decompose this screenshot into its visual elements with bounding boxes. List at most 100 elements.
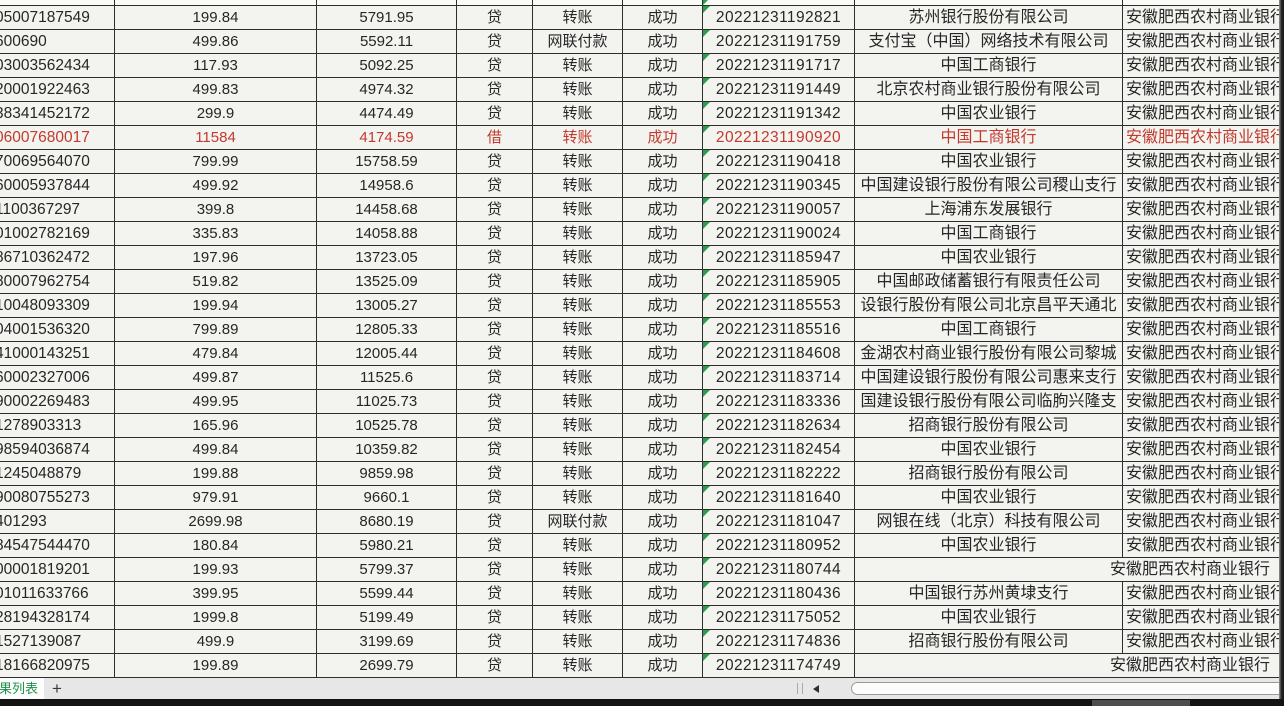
cell-counterparty-bank[interactable]: 苏州银行股份有限公司	[855, 6, 1123, 29]
cell-counterparty-bank[interactable]: 上海浦东发展银行	[855, 198, 1123, 221]
cell-balance[interactable]: 10359.82	[317, 438, 457, 461]
cell-method[interactable]: 转账	[533, 606, 623, 629]
cell-balance[interactable]: 4474.49	[317, 102, 457, 125]
cell-timestamp[interactable]: 20221231174749	[703, 654, 855, 677]
cell-holder-bank[interactable]: 安徽肥西农村商业银行	[1126, 489, 1284, 506]
cell-counterparty-bank[interactable]: 设银行股份有限公司北京昌平天通北	[855, 294, 1123, 317]
cell-holder-bank[interactable]: 安徽肥西农村商业银行	[1126, 345, 1284, 362]
cell-account[interactable]: 10048093309	[0, 294, 115, 317]
cell-timestamp[interactable]: 20221231182454	[703, 438, 855, 461]
cell-amount[interactable]: 979.91	[115, 486, 317, 509]
cell-direction[interactable]: 贷	[457, 102, 533, 125]
cell-balance[interactable]: 5791.95	[317, 6, 457, 29]
cell-counterparty-bank[interactable]: 中国工商银行	[855, 318, 1123, 341]
cell-counterparty-bank[interactable]	[855, 558, 1123, 581]
cell-holder-bank[interactable]: 安徽肥西农村商业银行	[1126, 417, 1284, 434]
cell-holder-bank[interactable]: 安徽肥西农村商业银行	[1126, 177, 1284, 194]
cell-status[interactable]: 成功	[623, 30, 703, 53]
cell-amount[interactable]: 399.95	[115, 582, 317, 605]
cell-timestamp[interactable]: 20221231191449	[703, 78, 855, 101]
cell-counterparty-bank[interactable]: 中国工商银行	[855, 126, 1123, 149]
cell-direction[interactable]: 贷	[457, 606, 533, 629]
cell-amount[interactable]: 499.95	[115, 390, 317, 413]
cell-status[interactable]: 成功	[623, 342, 703, 365]
cell-holder-bank[interactable]: 安徽肥西农村商业银行	[1126, 33, 1284, 50]
cell-method[interactable]: 转账	[533, 390, 623, 413]
cell-direction[interactable]: 贷	[457, 54, 533, 77]
cell-holder-bank[interactable]: 安徽肥西农村商业银行	[1126, 153, 1284, 170]
cell-direction[interactable]: 贷	[457, 246, 533, 269]
cell-direction[interactable]: 贷	[457, 294, 533, 317]
cell-holder-bank[interactable]: 安徽肥西农村商业银行	[1126, 609, 1284, 626]
cell-direction[interactable]: 贷	[457, 438, 533, 461]
cell-account[interactable]: 98594036874	[0, 438, 115, 461]
cell-timestamp[interactable]: 20221231185947	[703, 246, 855, 269]
cell-amount[interactable]: 165.96	[115, 414, 317, 437]
cell-holder-bank[interactable]: 安徽肥西农村商业银行	[1126, 273, 1284, 290]
cell-method[interactable]: 转账	[533, 54, 623, 77]
cell-balance[interactable]: 11025.73	[317, 390, 457, 413]
cell-holder-bank[interactable]: 安徽肥西农村商业银行	[1126, 441, 1284, 458]
cell-method[interactable]: 转账	[533, 150, 623, 173]
cell-balance[interactable]: 5592.11	[317, 30, 457, 53]
cell-account[interactable]: 1100367297	[0, 198, 115, 221]
cell-counterparty-bank[interactable]: 北京农村商业银行股份有限公司	[855, 78, 1123, 101]
cell-holder-bank[interactable]: 安徽肥西农村商业银行	[1126, 321, 1284, 338]
cell-status[interactable]: 成功	[623, 606, 703, 629]
cell-counterparty-bank[interactable]: 网银在线（北京）科技有限公司	[855, 510, 1123, 533]
cell-account[interactable]: 41000143251	[0, 342, 115, 365]
cell-counterparty-bank[interactable]: 招商银行股份有限公司	[855, 630, 1123, 653]
cell-timestamp[interactable]: 20221231182634	[703, 414, 855, 437]
cell-status[interactable]: 成功	[623, 582, 703, 605]
cell-method[interactable]: 转账	[533, 630, 623, 653]
cell-method[interactable]: 转账	[533, 414, 623, 437]
cell-method[interactable]: 转账	[533, 246, 623, 269]
cell-method[interactable]: 转账	[533, 582, 623, 605]
cell-direction[interactable]: 贷	[457, 30, 533, 53]
scroll-left-arrow-icon[interactable]	[813, 685, 819, 693]
cell-direction[interactable]: 贷	[457, 366, 533, 389]
cell-status[interactable]: 成功	[623, 390, 703, 413]
cell-amount[interactable]: 499.83	[115, 78, 317, 101]
cell-balance[interactable]: 15758.59	[317, 150, 457, 173]
cell-timestamp[interactable]: 20221231190057	[703, 198, 855, 221]
cell-status[interactable]: 成功	[623, 366, 703, 389]
cell-balance[interactable]: 5980.21	[317, 534, 457, 557]
cell-direction[interactable]: 贷	[457, 270, 533, 293]
cell-counterparty-bank[interactable]: 中国工商银行	[855, 54, 1123, 77]
cell-account[interactable]: 00001819201	[0, 558, 115, 581]
cell-balance[interactable]: 5199.49	[317, 606, 457, 629]
cell-account[interactable]: 86710362472	[0, 246, 115, 269]
cell-status[interactable]: 成功	[623, 318, 703, 341]
cell-method[interactable]: 网联付款	[533, 510, 623, 533]
cell-status[interactable]: 成功	[623, 486, 703, 509]
cell-timestamp[interactable]: 20221231181640	[703, 486, 855, 509]
cell-account[interactable]: 1278903313	[0, 414, 115, 437]
cell-timestamp[interactable]: 20221231190024	[703, 222, 855, 245]
cell-holder-bank[interactable]: 安徽肥西农村商业银行	[1126, 129, 1284, 146]
cell-balance[interactable]: 8680.19	[317, 510, 457, 533]
cell-direction[interactable]: 借	[457, 126, 533, 149]
cell-balance[interactable]: 12805.33	[317, 318, 457, 341]
cell-amount[interactable]: 117.93	[115, 54, 317, 77]
sheet-tab-active[interactable]: 果列表	[0, 678, 44, 699]
cell-direction[interactable]: 贷	[457, 534, 533, 557]
cell-status[interactable]: 成功	[623, 654, 703, 677]
cell-amount[interactable]: 199.94	[115, 294, 317, 317]
cell-account[interactable]: 20001922463	[0, 78, 115, 101]
cell-direction[interactable]: 贷	[457, 198, 533, 221]
cell-status[interactable]: 成功	[623, 78, 703, 101]
cell-amount[interactable]: 399.8	[115, 198, 317, 221]
cell-counterparty-bank[interactable]: 中国建设银行股份有限公司惠来支行	[855, 366, 1123, 389]
cell-account[interactable]: 01002782169	[0, 222, 115, 245]
cell-counterparty-bank[interactable]: 中国工商银行	[855, 222, 1123, 245]
cell-account[interactable]: 84547544470	[0, 534, 115, 557]
cell-direction[interactable]: 贷	[457, 6, 533, 29]
cell-balance[interactable]: 5799.37	[317, 558, 457, 581]
cell-counterparty-bank[interactable]: 中国农业银行	[855, 606, 1123, 629]
cell-direction[interactable]: 贷	[457, 630, 533, 653]
cell-account[interactable]: 80007962754	[0, 270, 115, 293]
cell-balance[interactable]: 2699.79	[317, 654, 457, 677]
cell-holder-bank[interactable]: 安徽肥西农村商业银行	[1126, 201, 1284, 218]
cell-status[interactable]: 成功	[623, 102, 703, 125]
